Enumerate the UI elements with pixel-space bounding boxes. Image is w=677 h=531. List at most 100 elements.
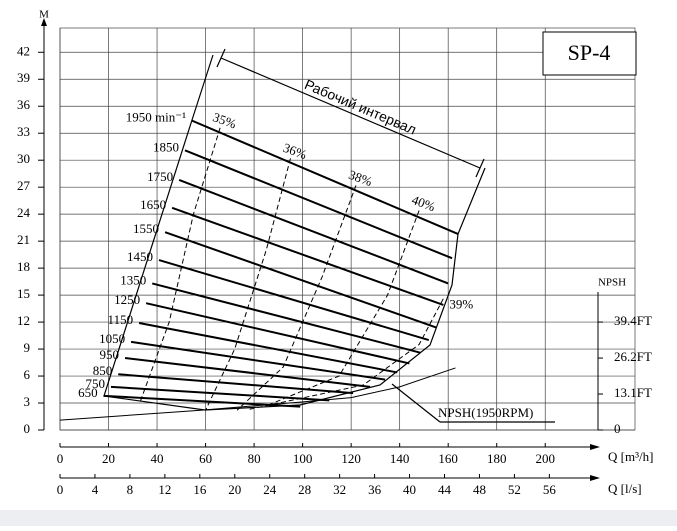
- x2-tick-label: 40: [403, 482, 416, 497]
- series-label: 1650: [140, 197, 166, 212]
- x2-tick-label: 16: [193, 482, 207, 497]
- bottom-band: [0, 510, 677, 526]
- y-tick-label: 21: [17, 232, 30, 247]
- x2-tick-label: 44: [438, 482, 452, 497]
- x2-tick-label: 8: [127, 482, 134, 497]
- series-label: 1750: [147, 169, 173, 184]
- y-tick-label: 3: [24, 394, 31, 409]
- speed-line: [138, 321, 398, 374]
- speed-line: [110, 385, 330, 402]
- series-label: 1350: [120, 272, 146, 287]
- x-tick-label: 0: [57, 451, 64, 466]
- efficiency-line: [268, 210, 420, 406]
- y-tick-label: 42: [17, 43, 30, 58]
- speed-line: [130, 340, 386, 381]
- y-tick-label: 15: [17, 286, 30, 301]
- efficiency-label: 35%: [211, 109, 239, 131]
- series-label: 950: [100, 347, 120, 362]
- x-axis-arrow: [590, 444, 600, 450]
- x2-tick-label: 28: [298, 482, 311, 497]
- efficiency-label: 40%: [410, 192, 438, 214]
- efficiency-line: [236, 185, 357, 411]
- x2-axis-label: Q [l/s]: [608, 481, 642, 496]
- efficiency-line: [139, 127, 221, 403]
- plot: 1950 min⁻¹ 1850 1750 1650 1550 1450 1350 1250 11…: [59, 109, 533, 421]
- y-tick-label: 18: [17, 259, 30, 274]
- x2-tick-label: 56: [543, 482, 557, 497]
- x-tick-label: 140: [390, 451, 410, 466]
- x2-tick-label: 20: [228, 482, 241, 497]
- speed-line: [151, 282, 421, 354]
- y-tick-label: 36: [17, 97, 31, 112]
- y2-tick-label: 13.1FT: [614, 385, 652, 400]
- title-box: [542, 31, 637, 76]
- series-label: 1250: [114, 292, 140, 307]
- series-label: 850: [93, 363, 113, 378]
- x2-axis-arrow: [590, 475, 600, 481]
- series-label: 650: [78, 385, 98, 400]
- series-label: NPSH(1950RPM): [438, 405, 533, 420]
- x-tick-label: 60: [199, 451, 212, 466]
- series-label: 750: [85, 376, 105, 391]
- y2-axis-label: NPSH: [598, 277, 626, 289]
- x-tick-label: 100: [293, 451, 313, 466]
- speed-line: [145, 302, 410, 365]
- speed-line: [118, 373, 354, 395]
- speed-line: [171, 206, 444, 306]
- x2-tick-label: 52: [508, 482, 521, 497]
- efficiency-label: 36%: [281, 140, 309, 162]
- series-label: 1450: [127, 249, 153, 264]
- chart-title: SP-4: [568, 40, 611, 65]
- speed-line: [184, 149, 453, 260]
- y-tick-label: 9: [24, 340, 31, 355]
- y2-tick-label: 0: [614, 421, 621, 436]
- y-tick-label: 0: [24, 421, 31, 436]
- series-label: 1050: [99, 331, 125, 346]
- x2-tick-label: 12: [158, 482, 171, 497]
- x2-tick-label: 48: [473, 482, 486, 497]
- interval-end: [475, 158, 485, 178]
- x-tick-label: 160: [438, 451, 458, 466]
- x2-tick-label: 4: [92, 482, 99, 497]
- y2-tick-label: 39.4FT: [614, 313, 652, 328]
- x-axis-label: Q [m³/h]: [608, 449, 653, 464]
- x2-tick-label: 32: [333, 482, 346, 497]
- npsh-line: [59, 367, 456, 421]
- x-tick-label: 40: [151, 451, 164, 466]
- x-tick-label: 180: [487, 451, 507, 466]
- y-tick-label: 24: [17, 205, 31, 220]
- speed-line: [124, 357, 371, 388]
- efficiency-label: 39%: [449, 297, 473, 312]
- y-tick-label: 30: [17, 151, 30, 166]
- interval-line: [220, 57, 481, 169]
- y2-tick-label: 26.2FT: [614, 349, 652, 364]
- speed-line: [158, 259, 430, 342]
- speed-line: [178, 179, 449, 285]
- npsh-leader: [391, 383, 441, 423]
- x2-tick-label: 36: [368, 482, 382, 497]
- grid: [59, 27, 636, 431]
- x-tick-label: 120: [341, 451, 361, 466]
- envelope: [103, 48, 555, 423]
- y-tick-label: 33: [17, 124, 30, 139]
- efficiency-line: [249, 298, 444, 410]
- x-tick-label: 20: [102, 451, 115, 466]
- x-tick-label: 200: [535, 451, 555, 466]
- x2-tick-label: 0: [57, 482, 64, 497]
- x2-tick-label: 24: [263, 482, 277, 497]
- series-label: 1150: [108, 312, 134, 327]
- y-tick-label: 12: [17, 313, 30, 328]
- series-label: 1550: [133, 221, 159, 236]
- y-axis-arrow: [41, 18, 47, 26]
- annotation: Рабочий интервал: [302, 76, 418, 137]
- speed-line: [191, 119, 459, 235]
- y-axis-label: M: [39, 9, 49, 21]
- y-tick-label: 27: [17, 178, 31, 193]
- interval-end: [216, 48, 226, 68]
- y-tick-label: 6: [24, 367, 31, 382]
- y-tick-label: 39: [17, 70, 30, 85]
- x-tick-label: 80: [248, 451, 261, 466]
- series-label: 1850: [153, 139, 179, 154]
- series-label: 1950 min⁻¹: [126, 110, 186, 125]
